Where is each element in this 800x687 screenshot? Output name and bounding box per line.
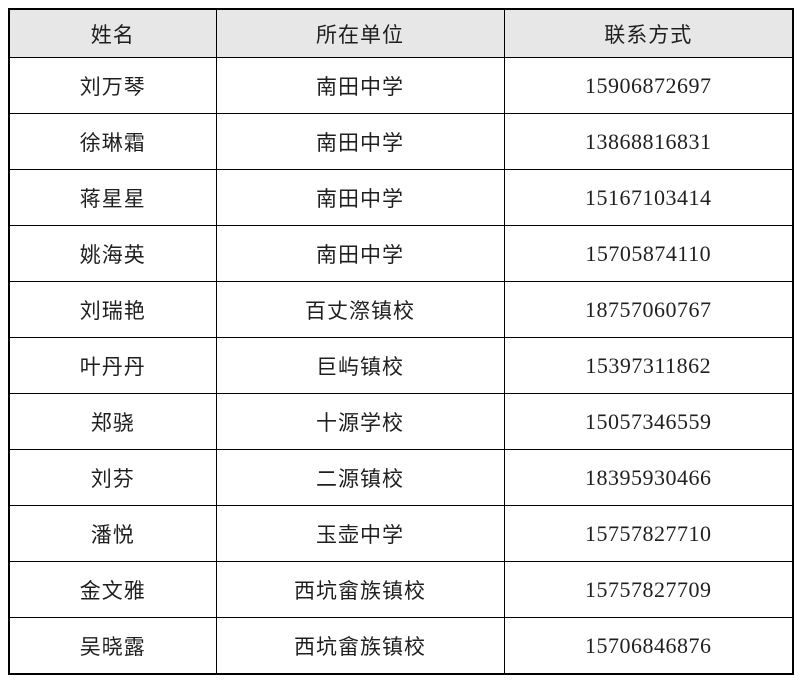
table-row: 徐琳霜 南田中学 13868816831 — [8, 113, 794, 170]
cell-phone: 18757060767 — [503, 281, 794, 338]
cell-phone: 15706846876 — [503, 617, 794, 675]
header-name: 姓名 — [8, 8, 217, 58]
cell-name: 金文雅 — [8, 561, 217, 618]
cell-unit: 二源镇校 — [215, 449, 505, 506]
cell-unit: 西坑畲族镇校 — [215, 561, 505, 618]
cell-unit: 南田中学 — [215, 57, 505, 114]
table-row: 刘瑞艳 百丈漈镇校 18757060767 — [8, 281, 794, 338]
cell-phone: 18395930466 — [503, 449, 794, 506]
cell-unit: 南田中学 — [215, 169, 505, 226]
header-row: 姓名 所在单位 联系方式 — [8, 8, 794, 58]
contact-table: 姓名 所在单位 联系方式 刘万琴 南田中学 15906872697 徐琳霜 南田… — [8, 8, 794, 675]
table-row: 金文雅 西坑畲族镇校 15757827709 — [8, 561, 794, 618]
cell-phone: 15906872697 — [503, 57, 794, 114]
cell-name: 姚海英 — [8, 225, 217, 282]
cell-name: 蒋星星 — [8, 169, 217, 226]
table-row: 叶丹丹 巨屿镇校 15397311862 — [8, 337, 794, 394]
cell-phone: 15167103414 — [503, 169, 794, 226]
cell-name: 叶丹丹 — [8, 337, 217, 394]
cell-unit: 百丈漈镇校 — [215, 281, 505, 338]
header-unit: 所在单位 — [215, 8, 505, 58]
cell-name: 郑骁 — [8, 393, 217, 450]
cell-phone: 15757827710 — [503, 505, 794, 562]
cell-name: 刘芬 — [8, 449, 217, 506]
table-row: 刘芬 二源镇校 18395930466 — [8, 449, 794, 506]
cell-phone: 15057346559 — [503, 393, 794, 450]
cell-unit: 玉壶中学 — [215, 505, 505, 562]
table-row: 吴晓露 西坑畲族镇校 15706846876 — [8, 617, 794, 675]
cell-phone: 15705874110 — [503, 225, 794, 282]
table-body: 刘万琴 南田中学 15906872697 徐琳霜 南田中学 1386881683… — [8, 57, 794, 675]
cell-unit: 西坑畲族镇校 — [215, 617, 505, 675]
cell-unit: 巨屿镇校 — [215, 337, 505, 394]
cell-name: 刘万琴 — [8, 57, 217, 114]
cell-phone: 15397311862 — [503, 337, 794, 394]
cell-unit: 十源学校 — [215, 393, 505, 450]
cell-name: 潘悦 — [8, 505, 217, 562]
table-row: 姚海英 南田中学 15705874110 — [8, 225, 794, 282]
table-row: 潘悦 玉壶中学 15757827710 — [8, 505, 794, 562]
cell-unit: 南田中学 — [215, 225, 505, 282]
table-row: 郑骁 十源学校 15057346559 — [8, 393, 794, 450]
table-row: 蒋星星 南田中学 15167103414 — [8, 169, 794, 226]
header-phone: 联系方式 — [503, 8, 794, 58]
table-row: 刘万琴 南田中学 15906872697 — [8, 57, 794, 114]
cell-phone: 15757827709 — [503, 561, 794, 618]
cell-name: 徐琳霜 — [8, 113, 217, 170]
cell-name: 吴晓露 — [8, 617, 217, 675]
cell-phone: 13868816831 — [503, 113, 794, 170]
cell-name: 刘瑞艳 — [8, 281, 217, 338]
cell-unit: 南田中学 — [215, 113, 505, 170]
